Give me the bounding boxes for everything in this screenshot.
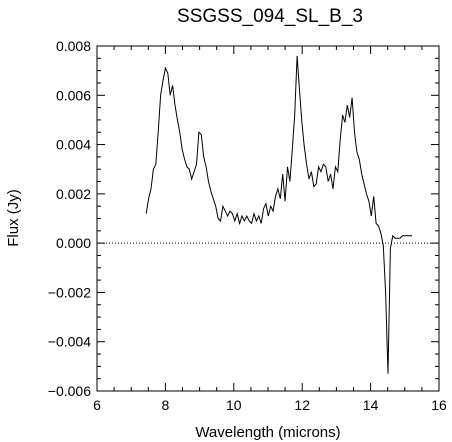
y-tick-label: 0.000 — [56, 235, 91, 251]
y-tick-label: −0.006 — [48, 383, 91, 399]
y-tick-label: 0.006 — [56, 87, 91, 103]
y-tick-label: 0.002 — [56, 186, 91, 202]
y-tick-label: −0.002 — [48, 284, 91, 300]
x-tick-label: 12 — [294, 397, 310, 413]
x-tick-label: 10 — [226, 397, 242, 413]
x-tick-label: 6 — [93, 397, 101, 413]
y-tick-label: 0.004 — [56, 137, 91, 153]
y-axis-label: Flux (Jy) — [5, 189, 22, 247]
chart-title: SSGSS_094_SL_B_3 — [177, 6, 363, 27]
axis-tick-labels: 6 8 10 12 14 16 −0.006 −0.004 −0.002 0.000 0.002 0.… — [48, 38, 447, 413]
x-tick-label: 8 — [162, 397, 170, 413]
flux-series-line — [145, 55, 412, 374]
y-tick-label: 0.008 — [56, 38, 91, 54]
x-tick-label: 16 — [431, 397, 447, 413]
axis-ticks — [96, 45, 440, 392]
x-axis-label: Wavelength (microns) — [195, 424, 340, 441]
y-tick-label: −0.004 — [48, 334, 91, 350]
plot-frame — [96, 45, 440, 392]
x-tick-label: 14 — [363, 397, 379, 413]
